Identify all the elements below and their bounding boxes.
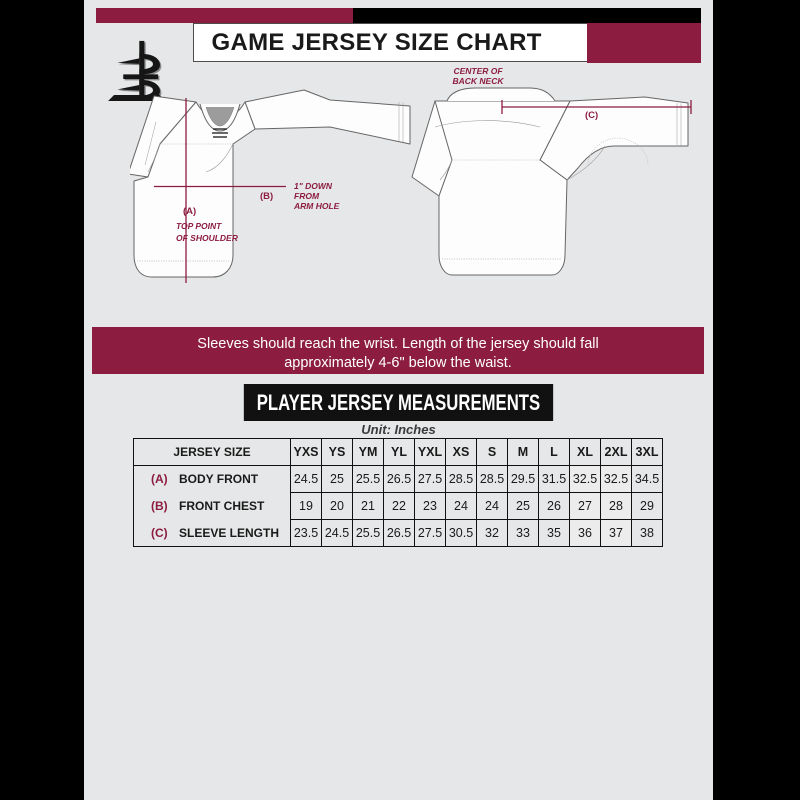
svg-text:OF SHOULDER: OF SHOULDER — [176, 233, 239, 243]
svg-text:ARM HOLE: ARM HOLE — [293, 201, 340, 211]
svg-text:(C): (C) — [585, 110, 598, 121]
svg-text:TOP POINT: TOP POINT — [176, 221, 222, 231]
svg-text:BACK NECK: BACK NECK — [453, 76, 505, 86]
svg-text:1" DOWN: 1" DOWN — [294, 181, 333, 191]
svg-text:CENTER OF: CENTER OF — [453, 66, 503, 76]
svg-text:(A): (A) — [183, 206, 196, 217]
svg-text:(B): (B) — [260, 191, 273, 202]
svg-text:FROM: FROM — [294, 191, 320, 201]
